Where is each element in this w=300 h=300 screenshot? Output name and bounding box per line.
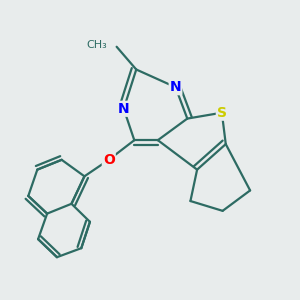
Text: O: O xyxy=(103,153,115,167)
Text: CH₃: CH₃ xyxy=(86,40,107,50)
Text: N: N xyxy=(170,80,181,94)
Text: N: N xyxy=(118,102,130,116)
Text: S: S xyxy=(217,106,227,120)
